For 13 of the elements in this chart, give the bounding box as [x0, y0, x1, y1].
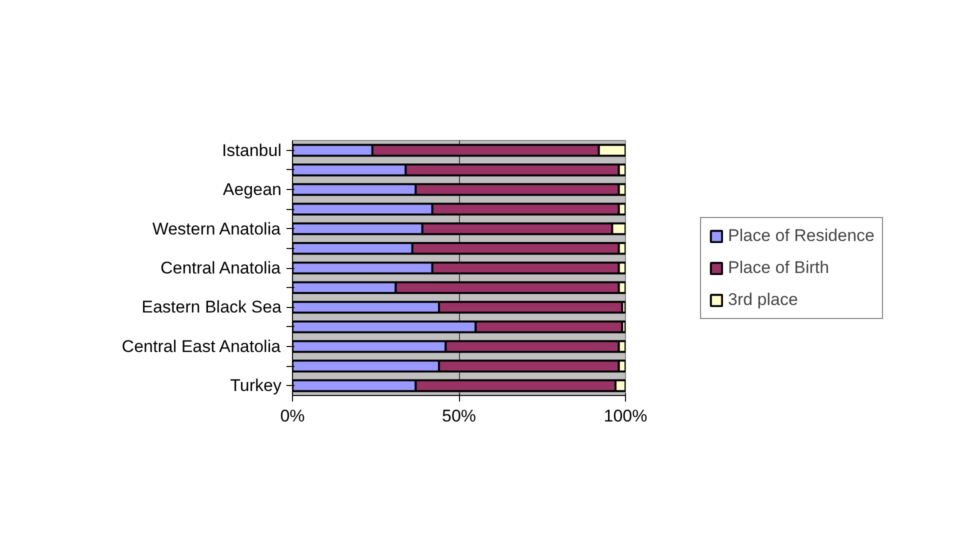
x-tick-label: 0%	[280, 406, 305, 426]
legend-label: 3rd place	[728, 290, 798, 310]
y-tick-label: Central East Anatolia	[122, 336, 282, 356]
y-tick-label: Turkey	[230, 376, 282, 396]
y-tick-label: Aegean	[222, 180, 282, 200]
x-tick-label: 50%	[442, 406, 476, 426]
legend-label: Place of Residence	[728, 226, 874, 246]
y-tick-label: Central Anatolia	[160, 258, 282, 278]
y-tick-label: Eastern Black Sea	[142, 298, 282, 317]
y-tick-label: Istanbul	[222, 140, 282, 160]
y-tick-label: Western Anatolia	[152, 219, 282, 238]
legend-label: Place of Birth	[728, 258, 830, 278]
x-tick-label: 100%	[604, 406, 648, 426]
